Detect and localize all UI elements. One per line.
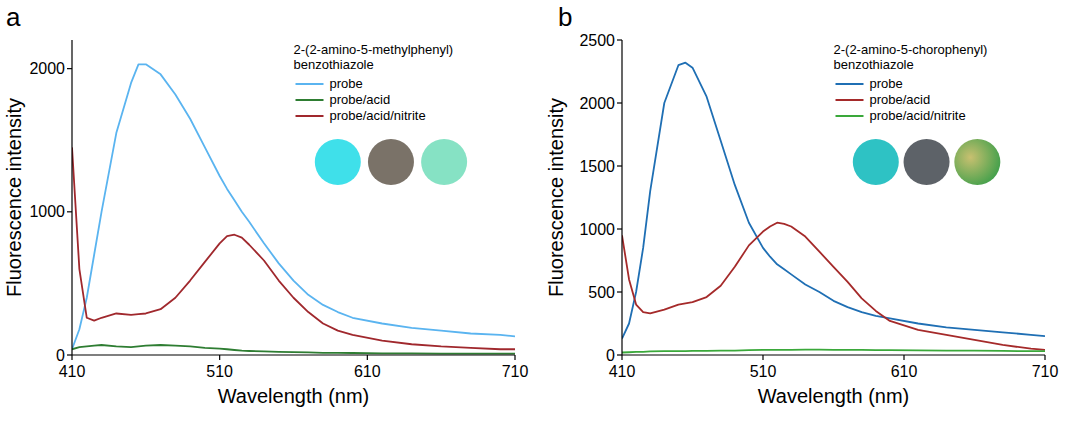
legend-swatch [296, 115, 324, 117]
y-tick-label: 2500 [579, 32, 615, 49]
inset-photo [853, 139, 899, 185]
x-tick [762, 355, 763, 360]
x-tick-label: 710 [502, 363, 529, 380]
y-tick-label: 1500 [579, 158, 615, 175]
x-axis-title: Wavelength (nm) [218, 385, 370, 407]
x-tick-label: 410 [609, 363, 636, 380]
legend-entry: probe [330, 76, 363, 91]
spectrum-line [622, 350, 1045, 353]
x-axis [72, 354, 515, 355]
y-tick [617, 102, 622, 103]
legend-swatch [836, 115, 864, 117]
legend-entry: probe/acid/nitrite [330, 108, 426, 123]
inset-photo [368, 139, 414, 185]
legend-swatch [296, 99, 324, 101]
y-tick-label: 1000 [29, 203, 65, 220]
y-axis-title: Fluorescence intensity [3, 98, 25, 297]
panel-letter: a [6, 2, 21, 32]
x-tick [621, 355, 622, 360]
x-tick [903, 355, 904, 360]
x-tick [367, 355, 368, 360]
legend: 2-(2-amino-5-methylphenyl)benzothiazole p… [294, 42, 454, 123]
y-tick [67, 354, 72, 355]
y-tick-label: 0 [56, 347, 65, 364]
legend-title: 2-(2-amino-5-methylphenyl)benzothiazole [294, 42, 454, 72]
y-tick [617, 39, 622, 40]
y-tick [617, 291, 622, 292]
y-axis [71, 40, 72, 355]
x-axis [622, 354, 1045, 355]
panel: a 410 510 610 710 0 1000 2000 Wavelength (nm) Flu… [3, 2, 528, 407]
x-axis-title: Wavelength (nm) [758, 385, 910, 407]
y-tick-label: 1000 [579, 221, 615, 238]
x-tick-label: 710 [1032, 363, 1059, 380]
panel: b 410 510 610 710 0 500 1000 1500 2000 2500 Wavelen… [545, 2, 1058, 407]
y-tick-label: 0 [606, 347, 615, 364]
inset-photo [315, 139, 361, 185]
inset-photo [421, 139, 467, 185]
spectrum-line [622, 63, 1045, 339]
legend-entry: probe [870, 76, 903, 91]
y-tick-label: 500 [588, 284, 615, 301]
y-tick [617, 228, 622, 229]
legend-title: 2-(2-amino-5-chorophenyl)benzothiazole [834, 42, 988, 72]
legend-swatch [836, 83, 864, 85]
y-axis-title: Fluorescence intensity [545, 98, 567, 297]
figure: a 410 510 610 710 0 1000 2000 Wavelength (nm) Flu… [0, 0, 1072, 435]
y-tick [67, 211, 72, 212]
legend-swatch [296, 83, 324, 85]
y-tick-label: 2000 [29, 60, 65, 77]
y-tick [617, 354, 622, 355]
x-tick-label: 410 [59, 363, 86, 380]
legend-entry: probe/acid/nitrite [870, 108, 966, 123]
y-tick [67, 68, 72, 69]
inset-photo [954, 139, 1000, 185]
x-tick-label: 510 [206, 363, 233, 380]
legend: 2-(2-amino-5-chorophenyl)benzothiazole pr… [834, 42, 988, 123]
inset-photo [904, 139, 950, 185]
plot-area [622, 63, 1045, 353]
legend-swatch [836, 99, 864, 101]
legend-entry: probe/acid [870, 92, 931, 107]
x-tick-label: 510 [750, 363, 777, 380]
spectrum-line [622, 223, 1045, 350]
legend-entry: probe/acid [330, 92, 391, 107]
x-tick [219, 355, 220, 360]
x-tick [1044, 355, 1045, 360]
y-tick [617, 165, 622, 166]
y-axis [621, 40, 622, 355]
x-tick-label: 610 [354, 363, 381, 380]
x-tick [514, 355, 515, 360]
spectrum-line [72, 64, 515, 349]
panel-letter: b [558, 2, 572, 32]
y-tick-label: 2000 [579, 95, 615, 112]
x-tick [71, 355, 72, 360]
x-tick-label: 610 [891, 363, 918, 380]
plot-area [72, 64, 515, 353]
